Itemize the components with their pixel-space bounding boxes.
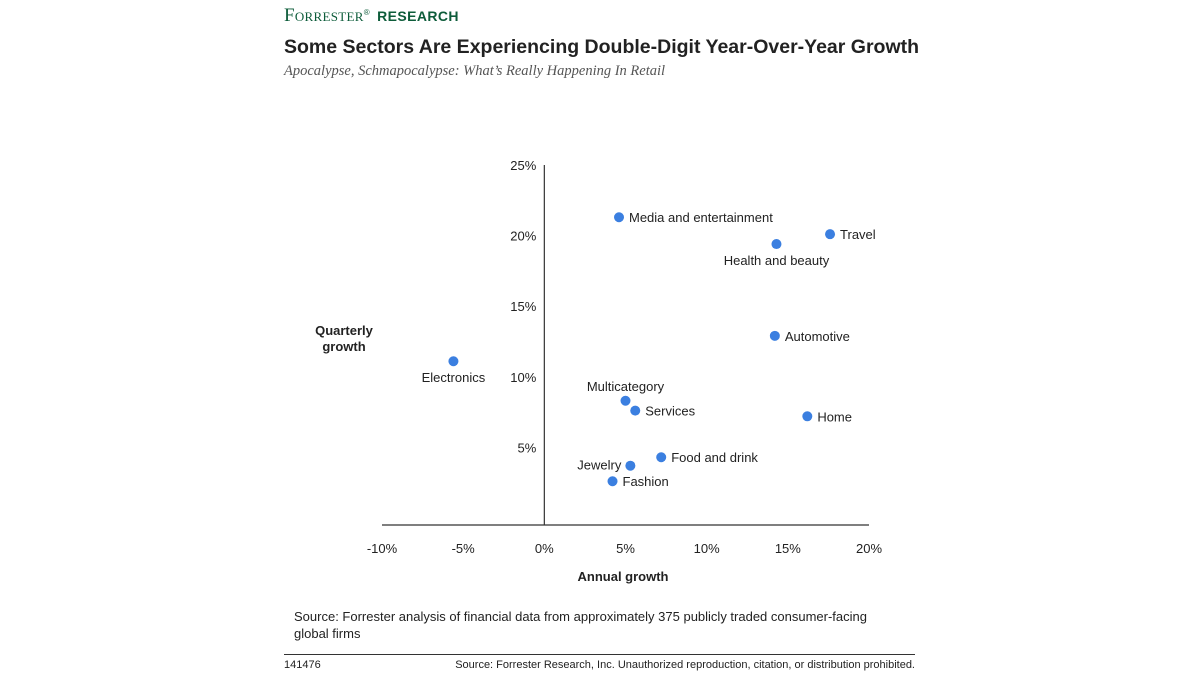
y-tick-label: 20% (510, 229, 536, 244)
data-point (448, 356, 459, 367)
point-label: Automotive (785, 329, 850, 344)
data-point (656, 452, 667, 463)
source-note: Source: Forrester analysis of financial … (294, 609, 867, 641)
point-label: Food and drink (671, 450, 758, 465)
point-label: Media and entertainment (629, 210, 773, 225)
logo-research-text: RESEARCH (377, 8, 459, 24)
point-label: Travel (840, 227, 876, 242)
data-point (802, 411, 813, 422)
logo-wordmark: Forrester (284, 5, 364, 26)
point-label: Fashion (623, 474, 669, 489)
point-label: Services (645, 404, 695, 419)
footer-divider (284, 654, 915, 655)
y-axis-title: Quarterly (315, 323, 374, 338)
x-axis-title: Annual growth (578, 569, 669, 584)
x-tick-label: 10% (694, 541, 720, 556)
x-tick-label: 15% (775, 541, 801, 556)
data-point (769, 330, 780, 341)
x-tick-label: 20% (856, 541, 882, 556)
y-tick-label: 15% (510, 299, 536, 314)
x-tick-label: -10% (367, 541, 398, 556)
registered-mark-icon: ® (363, 7, 370, 17)
data-point (625, 460, 636, 471)
data-point (607, 476, 618, 487)
footer-copyright: Source: Forrester Research, Inc. Unautho… (455, 659, 915, 671)
forrester-logo: Forrester® RESEARCH (284, 5, 459, 26)
data-point (630, 405, 641, 416)
point-label: Home (817, 409, 852, 424)
chart-title: Some Sectors Are Experiencing Double-Dig… (284, 36, 920, 58)
y-tick-label: 25% (510, 158, 536, 173)
report-subtitle: Apocalypse, Schmapocalypse: What’s Reall… (284, 63, 666, 79)
x-tick-label: -5% (452, 541, 476, 556)
data-point (614, 212, 625, 223)
footer-document-id: 141476 (284, 659, 321, 671)
y-axis-title: growth (322, 339, 365, 354)
y-tick-label: 10% (510, 370, 536, 385)
point-label: Jewelry (577, 458, 622, 473)
y-tick-label: 5% (518, 440, 537, 455)
point-label: Health and beauty (724, 253, 830, 268)
data-point (620, 395, 631, 406)
x-tick-label: 0% (535, 541, 554, 556)
data-point (825, 229, 836, 240)
x-tick-label: 5% (616, 541, 635, 556)
data-point (771, 239, 782, 250)
point-label: Multicategory (587, 379, 665, 394)
point-label: Electronics (422, 370, 486, 385)
